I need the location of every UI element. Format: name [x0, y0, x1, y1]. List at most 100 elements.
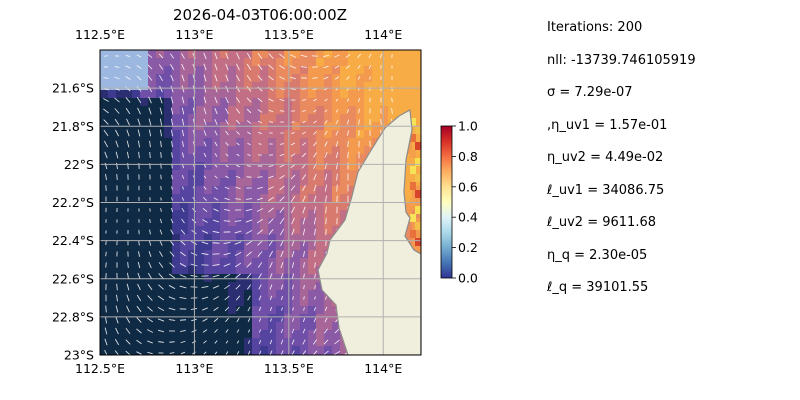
field-cell — [380, 114, 388, 122]
field-cell — [212, 306, 220, 314]
current-arrow — [257, 262, 263, 268]
field-cell — [156, 330, 164, 338]
field-cell — [284, 218, 292, 226]
current-arrow — [125, 328, 131, 334]
current-arrow — [203, 130, 207, 136]
field-cell — [164, 234, 172, 242]
field-cell — [284, 250, 292, 258]
field-cell — [252, 90, 260, 98]
current-arrow — [225, 164, 229, 168]
field-cell — [356, 90, 364, 98]
field-cell — [228, 330, 236, 338]
field-cell — [172, 330, 180, 338]
field-cell — [300, 210, 308, 218]
current-arrow — [160, 129, 162, 137]
current-arrow — [149, 140, 151, 148]
field-cell — [220, 346, 228, 354]
field-cell — [324, 346, 332, 354]
field-cell — [100, 202, 108, 210]
field-cell — [260, 130, 268, 138]
field-cell — [172, 266, 180, 274]
field-cell — [228, 58, 236, 66]
field-cell — [356, 106, 364, 114]
field-cell — [236, 82, 244, 90]
field-cell — [300, 234, 308, 242]
field-cell — [100, 98, 108, 106]
field-cell — [108, 266, 116, 274]
current-arrow — [114, 118, 120, 126]
field-cell — [284, 58, 292, 66]
field-cell — [276, 90, 284, 98]
field-cell — [156, 50, 164, 58]
current-arrow — [279, 175, 285, 179]
field-cell — [188, 338, 196, 346]
field-cell — [204, 154, 212, 162]
current-arrow — [314, 296, 316, 300]
y-tick-label: 21.6°S — [52, 81, 94, 96]
field-cell — [188, 202, 196, 210]
field-cell — [244, 90, 252, 98]
current-arrow — [180, 240, 186, 246]
current-arrow — [146, 329, 154, 333]
field-cell — [316, 58, 324, 66]
field-cell — [140, 98, 148, 106]
field-cell — [332, 74, 340, 82]
field-cell — [244, 282, 252, 290]
field-cell — [156, 290, 164, 298]
field-cell — [228, 194, 236, 202]
x-tick-label: 112.5°E — [75, 27, 125, 42]
map-area — [100, 50, 421, 355]
field-cell — [204, 138, 212, 146]
field-cell — [364, 90, 372, 98]
current-arrow — [247, 329, 251, 333]
field-cell — [204, 322, 212, 330]
current-arrow — [214, 186, 218, 190]
current-arrow — [325, 228, 327, 236]
field-cell — [132, 90, 140, 98]
field-cell — [164, 250, 172, 258]
field-cell — [180, 242, 188, 250]
field-cell — [236, 50, 244, 58]
y-tick-label: 22.6°S — [52, 271, 94, 286]
field-cell — [180, 154, 188, 162]
field-cell — [236, 130, 244, 138]
colorbar-tick-label: 1.0 — [458, 119, 478, 134]
chart-title: 2026-04-03T06:00:00Z — [173, 6, 347, 24]
field-cell — [116, 66, 124, 74]
field-cell — [244, 226, 252, 234]
current-arrow — [335, 141, 339, 147]
field-cell — [180, 282, 188, 290]
field-cell — [324, 226, 332, 234]
current-arrow — [257, 186, 263, 190]
current-arrow — [179, 285, 187, 289]
field-cell — [236, 226, 244, 234]
field-cell — [196, 170, 204, 178]
field-cell — [276, 194, 284, 202]
current-arrow — [224, 186, 230, 190]
field-cell — [116, 306, 124, 314]
current-arrow — [268, 207, 274, 213]
current-arrow — [325, 195, 327, 203]
current-arrow — [324, 184, 328, 192]
field-cell — [340, 178, 348, 186]
field-cell — [300, 58, 308, 66]
field-cell — [124, 210, 132, 218]
field-cell — [300, 106, 308, 114]
field-cell — [228, 218, 236, 226]
current-arrow — [180, 340, 186, 344]
field-cell — [412, 58, 420, 66]
current-arrow — [279, 98, 285, 102]
field-cell — [132, 170, 140, 178]
current-arrow — [225, 96, 229, 104]
field-cell — [132, 74, 140, 82]
field-cell — [100, 162, 108, 170]
field-cell — [308, 346, 316, 354]
current-arrow — [245, 198, 253, 200]
current-arrow — [125, 316, 131, 324]
current-arrow — [324, 328, 328, 334]
field-cell — [140, 74, 148, 82]
current-arrow — [168, 284, 176, 290]
field-cell — [220, 82, 228, 90]
field-cell — [172, 66, 180, 74]
field-cell — [292, 234, 300, 242]
